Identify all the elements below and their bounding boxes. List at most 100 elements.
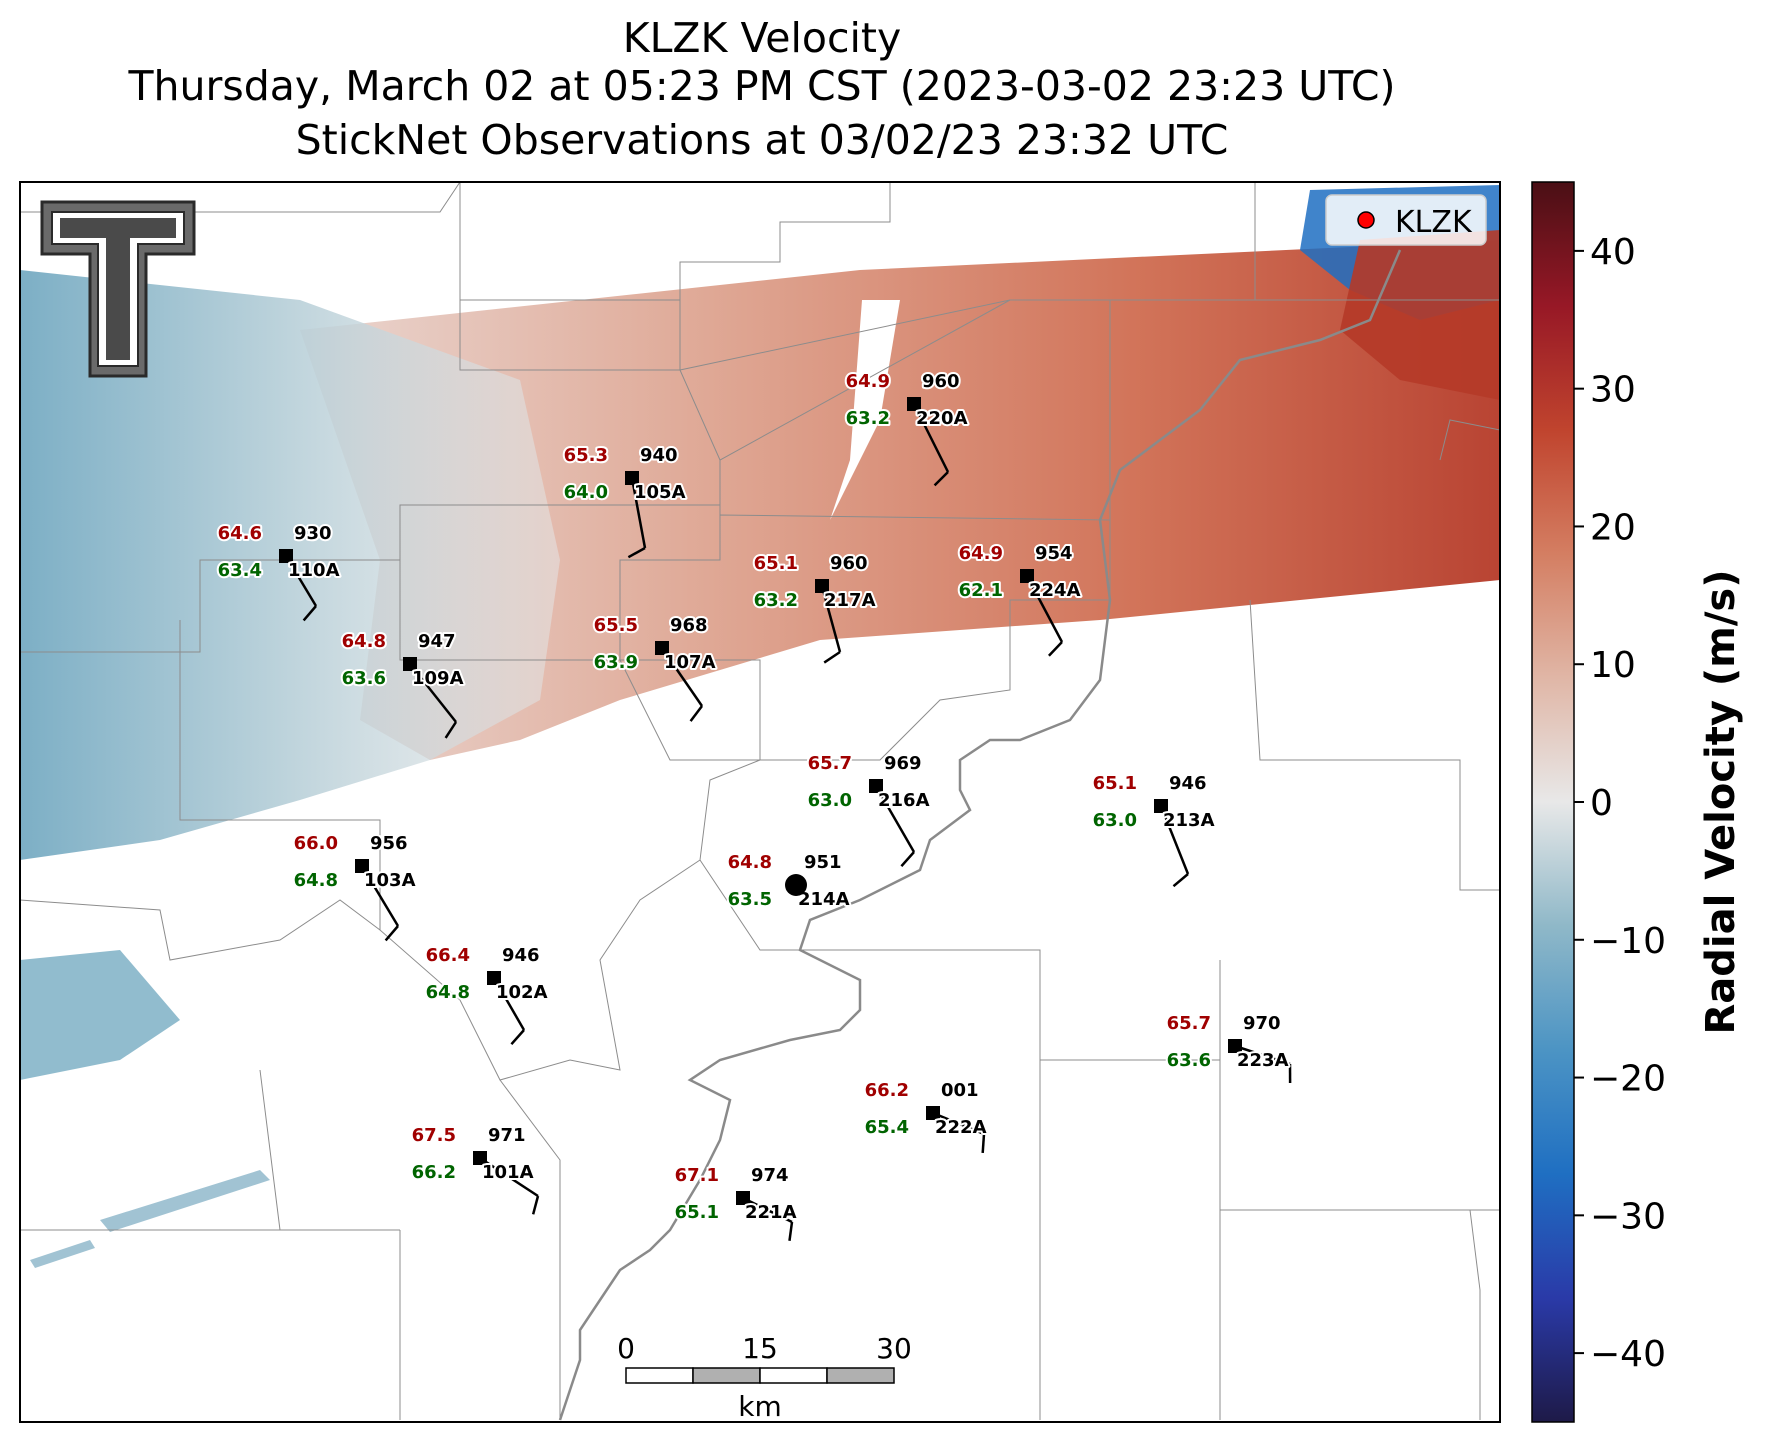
scale-bar-label: 15: [742, 1332, 778, 1365]
station-dewpoint: 63.2: [754, 590, 798, 611]
station-plot: 67.1 974 65.1 221A: [673, 1163, 799, 1241]
wind-barb-flag: [1048, 641, 1063, 657]
wind-barb-staff: [479, 1156, 539, 1198]
station-marker: [355, 859, 369, 873]
wind-barb-staff: [874, 785, 916, 853]
colorbar-tick-label: 20: [1590, 507, 1636, 548]
wind-barb-flag: [788, 1221, 794, 1241]
station-plot: 66.4 946 64.8 102A: [424, 943, 550, 1046]
wind-barb-flag: [1172, 873, 1189, 888]
legend-label: KLZK: [1395, 205, 1473, 240]
wind-barb-flag: [627, 546, 646, 559]
wind-barb-staff: [742, 1196, 793, 1224]
station-temperature: 64.9: [846, 371, 890, 392]
colorbar-tick-label: 40: [1590, 232, 1636, 273]
colorbar-tick-label: −40: [1590, 1334, 1666, 1375]
station-dewpoint: 63.6: [1167, 1050, 1211, 1071]
wind-barb-flag: [510, 1029, 525, 1046]
station-plot: 67.5 971 66.2 101A: [410, 1123, 540, 1215]
station-plot: 64.8 947 63.6 109A: [340, 629, 466, 739]
station-plot: 65.7 969 63.0 216A: [806, 751, 932, 868]
station-id: 101A: [482, 1162, 534, 1183]
station-dewpoint: 63.0: [808, 790, 852, 811]
station-plot: 64.6 930 63.4 110A: [216, 521, 342, 622]
scale-bar-segment: [759, 1367, 828, 1384]
station-dewpoint: 62.1: [959, 580, 1003, 601]
station-id: 217A: [824, 590, 876, 611]
station-pressure: 947: [418, 631, 456, 652]
wind-barb-staff: [409, 663, 457, 723]
station-marker: [736, 1191, 750, 1205]
wind-barb-flag: [900, 851, 915, 868]
station-dewpoint: 63.2: [846, 408, 890, 429]
title-line-3: StickNet Observations at 03/02/23 23:32 …: [295, 116, 1229, 164]
station-marker: [1020, 569, 1034, 583]
colorbar-tick-label: 0: [1590, 783, 1613, 824]
wind-barb-staff: [1025, 575, 1064, 643]
wind-barb-staff: [1159, 805, 1190, 875]
scale-bar-segment: [826, 1367, 895, 1384]
colorbar-tick-label: −20: [1590, 1059, 1666, 1100]
station-id: 105A: [634, 482, 686, 503]
station-pressure: 970: [1243, 1013, 1281, 1034]
station-marker: [473, 1151, 487, 1165]
wind-barb-staff: [1234, 1044, 1291, 1066]
station-plot: 65.1 960 63.2 217A: [752, 551, 878, 664]
station-id: 216A: [878, 790, 930, 811]
station-dewpoint: 64.8: [426, 982, 470, 1003]
station-dewpoint: 63.6: [342, 668, 386, 689]
station-dewpoint: 65.4: [865, 1117, 909, 1138]
station-marker: [1154, 799, 1168, 813]
wind-barb-flag: [444, 721, 458, 739]
wind-barb-flag: [531, 1195, 540, 1215]
wind-barb-flag: [823, 650, 841, 664]
wind-barb-staff: [820, 585, 842, 653]
station-pressure: 946: [1169, 773, 1207, 794]
station-temperature: 64.6: [218, 523, 262, 544]
scale-bar-segment: [625, 1367, 694, 1384]
scale-bar-segment: [692, 1367, 761, 1384]
station-plot: 66.0 956 64.8 103A: [292, 831, 418, 942]
station-temperature: 64.8: [728, 852, 772, 873]
station-dewpoint: 66.2: [412, 1162, 456, 1183]
station-id: 110A: [288, 560, 340, 581]
station-plot: 65.3 940 64.0 105A: [562, 443, 688, 559]
station-pressure: 930: [294, 523, 332, 544]
wind-barb-staff: [284, 555, 318, 607]
station-pressure: 940: [640, 445, 678, 466]
colorbar: 40 30 20 10 0 −10 −20 −30 −40 Radial Velocity (m…: [1531, 181, 1744, 1423]
station-temperature: 66.0: [294, 833, 338, 854]
station-temperature: 64.9: [959, 543, 1003, 564]
wind-barb-staff: [360, 865, 400, 927]
texas-tech-logo: [40, 200, 196, 378]
station-temperature: 67.1: [675, 1165, 719, 1186]
scale-bar: 0 15 30 km: [617, 1332, 912, 1423]
station-pressure: 960: [922, 371, 960, 392]
colorbar-label: Radial Velocity (m/s): [1698, 569, 1744, 1034]
station-temperature: 65.5: [594, 615, 638, 636]
station-marker: [403, 657, 417, 671]
title-line-2: Thursday, March 02 at 05:23 PM CST (2023…: [128, 62, 1396, 110]
station-pressure: 956: [370, 833, 408, 854]
wind-barb-staff: [630, 477, 647, 549]
radar-site-marker: [785, 874, 807, 896]
station-id: 102A: [496, 982, 548, 1003]
wind-barb-flag: [384, 925, 399, 942]
station-id: 221A: [745, 1202, 797, 1223]
station-temperature: 66.2: [865, 1080, 909, 1101]
station-plot: 64.9 960 63.2 220A: [844, 369, 970, 487]
station-marker: [1228, 1039, 1242, 1053]
wind-barb-staff: [932, 1111, 985, 1136]
wind-barb-flag: [981, 1133, 986, 1154]
station-pressure: 001: [941, 1080, 979, 1101]
colorbar-tick-label: −30: [1590, 1196, 1666, 1237]
station-plot: 65.1 946 63.0 213A: [1091, 771, 1217, 888]
station-dewpoint: 64.8: [294, 870, 338, 891]
wind-barb-staff: [492, 977, 526, 1031]
station-temperature: 65.1: [754, 553, 798, 574]
title-line-1: KLZK Velocity: [622, 14, 902, 62]
wind-barb-flag: [933, 471, 949, 487]
station-pressure: 974: [751, 1165, 789, 1186]
station-plot: 66.2 001 65.4 222A: [863, 1078, 989, 1154]
station-id: 223A: [1237, 1050, 1289, 1071]
